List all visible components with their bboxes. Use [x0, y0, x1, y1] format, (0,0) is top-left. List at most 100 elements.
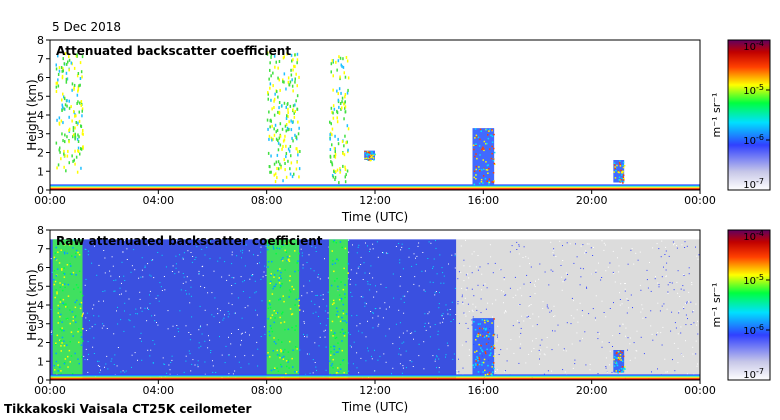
heatmap-cell — [697, 333, 699, 335]
heatmap-cell — [627, 300, 629, 301]
heatmap-cell — [309, 372, 311, 374]
heatmap-cell — [275, 172, 277, 176]
heatmap-cell — [282, 145, 284, 148]
heatmap-cell — [268, 302, 270, 304]
heatmap-cell — [336, 277, 338, 280]
heatmap-cell — [81, 132, 84, 136]
heatmap-cell — [191, 363, 193, 365]
heatmap-cell — [77, 100, 79, 104]
heatmap-cell — [149, 294, 150, 296]
heatmap-cell — [61, 132, 63, 136]
heatmap-cell — [351, 295, 353, 297]
heatmap-cell — [324, 336, 326, 338]
heatmap-cell — [336, 310, 339, 313]
heatmap-cell — [122, 251, 124, 253]
heatmap-cell — [228, 274, 230, 276]
heatmap-cell — [399, 285, 401, 287]
heatmap-cell — [333, 353, 335, 356]
heatmap-cell — [414, 276, 416, 278]
heatmap-cell — [64, 283, 66, 285]
heatmap-cell — [613, 162, 616, 165]
heatmap-cell — [635, 350, 637, 352]
heatmap-cell — [288, 241, 291, 244]
heatmap-cell — [469, 265, 471, 267]
heatmap-cell — [100, 369, 101, 371]
heatmap-cell — [186, 293, 187, 295]
heatmap-cell — [192, 256, 194, 257]
heatmap-cell — [79, 241, 81, 244]
heatmap-cell — [502, 291, 504, 293]
heatmap-cell — [489, 128, 491, 131]
heatmap-cell — [278, 277, 280, 279]
heatmap-cell — [483, 167, 485, 170]
heatmap-cell — [71, 255, 73, 257]
colorbar-gradient — [727, 229, 771, 381]
heatmap-cell — [343, 359, 345, 361]
heatmap-cell — [260, 251, 262, 253]
heatmap-cell — [558, 344, 560, 346]
heatmap-cell — [618, 265, 620, 267]
heatmap-cell — [436, 356, 438, 358]
heatmap-cell — [69, 322, 71, 325]
heatmap-cell — [674, 370, 676, 372]
heatmap-cell — [50, 377, 700, 379]
heatmap-cell — [71, 273, 73, 275]
heatmap-cell — [643, 353, 645, 355]
heatmap-cell — [453, 353, 455, 355]
heatmap-cell — [484, 321, 486, 324]
heatmap-cell — [51, 333, 53, 335]
heatmap-cell — [271, 138, 273, 142]
heatmap-cell — [490, 345, 493, 348]
heatmap-cell — [277, 66, 279, 70]
heatmap-cell — [77, 358, 79, 360]
heatmap-cell — [188, 293, 190, 295]
heatmap-cell — [486, 142, 488, 145]
heatmap-cell — [582, 268, 584, 270]
heatmap-cell — [683, 289, 685, 291]
heatmap-cell — [371, 151, 373, 153]
heatmap-cell — [329, 360, 331, 362]
heatmap-cell — [119, 294, 121, 296]
heatmap-cell — [150, 275, 152, 277]
heatmap-cell — [241, 317, 243, 319]
heatmap-cell — [352, 244, 353, 246]
heatmap-cell — [486, 169, 489, 171]
heatmap-cell — [608, 342, 610, 343]
heatmap-cell — [605, 366, 607, 367]
heatmap-cell — [605, 367, 607, 369]
heatmap-cell — [585, 364, 587, 366]
heatmap-cell — [493, 347, 496, 349]
heatmap-cell — [198, 342, 200, 344]
heatmap-cell — [133, 326, 135, 328]
heatmap-cell — [164, 289, 166, 291]
heatmap-cell — [606, 371, 608, 373]
heatmap-cell — [339, 320, 342, 323]
colorbar-tick-label: 10-4 — [743, 39, 764, 53]
x-tick-label: 20:00 — [576, 384, 608, 397]
heatmap-cell — [479, 323, 481, 325]
heatmap-cell — [475, 339, 477, 341]
heatmap-cell — [147, 263, 149, 265]
heatmap-cell — [367, 153, 369, 155]
heatmap-cell — [335, 170, 337, 174]
heatmap-cell — [278, 110, 281, 114]
heatmap-cell — [622, 166, 625, 169]
heatmap-cell — [579, 302, 581, 304]
heatmap-cell — [284, 249, 286, 252]
heatmap-cell — [432, 266, 434, 268]
heatmap-cell — [364, 150, 366, 153]
heatmap-cell — [77, 72, 80, 75]
heatmap-cell — [279, 122, 282, 126]
heatmap-cell — [81, 55, 84, 59]
heatmap-cell — [139, 338, 141, 339]
heatmap-cell — [339, 102, 342, 105]
heatmap-cell — [573, 317, 575, 319]
heatmap-cell — [325, 369, 327, 371]
heatmap-cell — [519, 304, 521, 305]
heatmap-cell — [438, 307, 440, 309]
heatmap-cell — [499, 268, 501, 270]
heatmap-cell — [573, 300, 574, 302]
y-tick-label: 4 — [37, 299, 44, 312]
heatmap-cell — [294, 77, 296, 81]
heatmap-cell — [450, 321, 452, 322]
